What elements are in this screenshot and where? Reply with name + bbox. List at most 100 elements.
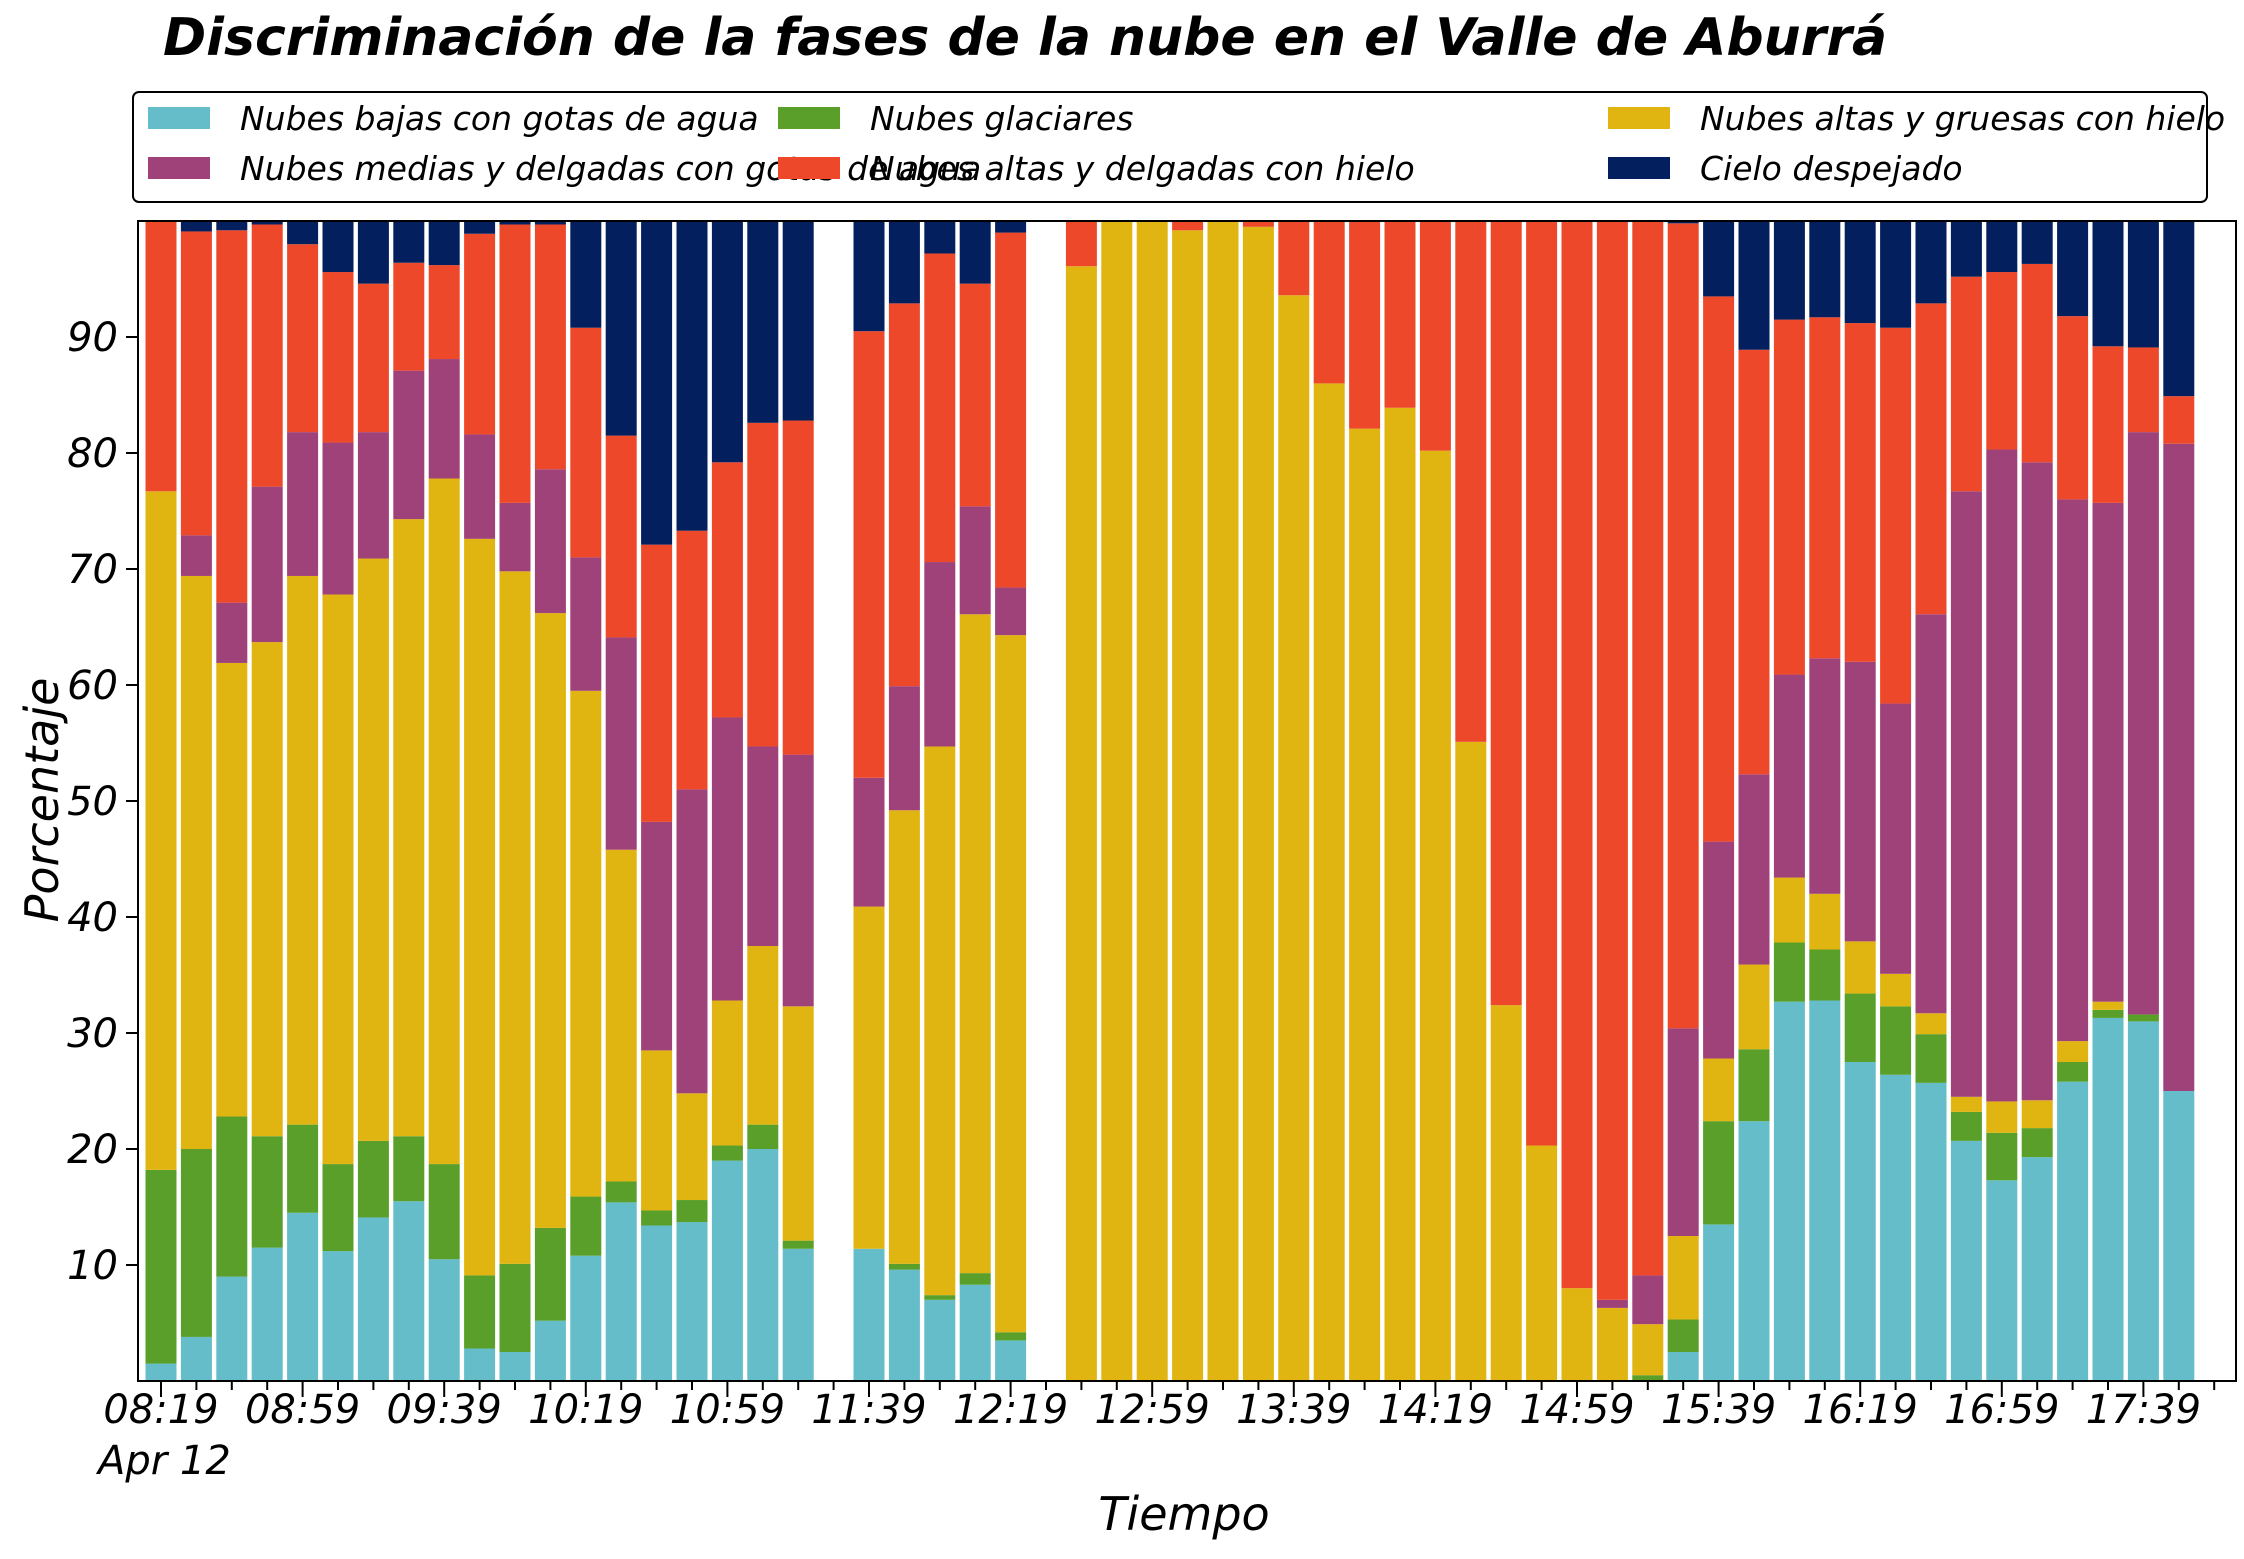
bar-1439-nubes-altas-y-delgadas-con-hielo (1490, 221, 1522, 1006)
bar-1039-nubes-glaciares (641, 1210, 673, 1226)
bar-0959-nubes-altas-y-gruesas-con-hielo (499, 571, 531, 1264)
y-tick-label-90: 90 (67, 315, 118, 361)
bar-1009-nubes-medias-y-delgadas-con-gotas-de-agua (534, 469, 566, 614)
bar-0929-cielo-despejado (393, 221, 425, 263)
bar-0909-nubes-glaciares (322, 1164, 354, 1252)
bar-1409-nubes-altas-y-gruesas-con-hielo (1384, 407, 1416, 1381)
x-tick-label-0859: 08:59 (245, 1387, 360, 1433)
bar-0839-nubes-bajas-con-gotas-de-agua (216, 1276, 248, 1381)
bar-0919-nubes-bajas-con-gotas-de-agua (357, 1217, 389, 1381)
bar-0849-nubes-altas-y-gruesas-con-hielo (251, 642, 283, 1137)
bar-1009-nubes-altas-y-gruesas-con-hielo (534, 613, 566, 1228)
y-tick-label-60: 60 (67, 663, 118, 709)
bar-1659-nubes-altas-y-gruesas-con-hielo (1986, 1101, 2018, 1133)
legend-box (132, 91, 2208, 203)
bar-1139-cielo-despejado (853, 221, 885, 332)
bar-0939-cielo-despejado (428, 221, 460, 266)
bar-1119-nubes-glaciares (782, 1240, 814, 1249)
bar-0929-nubes-altas-y-delgadas-con-hielo (393, 262, 425, 371)
x-tick-label-1619: 16:19 (1803, 1387, 1918, 1433)
bar-1159-nubes-bajas-con-gotas-de-agua (924, 1299, 956, 1381)
bar-1119-nubes-bajas-con-gotas-de-agua (782, 1248, 814, 1381)
bar-1419-nubes-altas-y-gruesas-con-hielo (1419, 450, 1451, 1381)
bar-1459-nubes-altas-y-gruesas-con-hielo (1561, 1288, 1593, 1381)
bar-1049-nubes-altas-y-gruesas-con-hielo (676, 1093, 708, 1201)
bar-1309-nubes-altas-y-delgadas-con-hielo (1172, 221, 1204, 231)
y-tick-label-80: 80 (67, 431, 118, 477)
bar-1509-nubes-altas-y-delgadas-con-hielo (1596, 221, 1628, 1300)
bar-1639-nubes-altas-y-gruesas-con-hielo (1915, 1013, 1947, 1035)
bar-1109-cielo-despejado (747, 221, 779, 423)
bar-1359-nubes-altas-y-delgadas-con-hielo (1349, 221, 1381, 429)
bar-1709-cielo-despejado (2021, 221, 2053, 264)
bar-1649-nubes-altas-y-delgadas-con-hielo (1950, 276, 1982, 492)
bar-1749-cielo-despejado (2163, 221, 2195, 397)
bar-1749-nubes-altas-y-delgadas-con-hielo (2163, 396, 2195, 444)
legend-swatch-nubes-medias-y-delgadas-con-gotas-de-agua (148, 157, 210, 179)
bar-0839-nubes-altas-y-gruesas-con-hielo (216, 662, 248, 1117)
bar-1009-nubes-bajas-con-gotas-de-agua (534, 1320, 566, 1381)
bar-1719-nubes-bajas-con-gotas-de-agua (2057, 1081, 2089, 1381)
bar-1429-nubes-altas-y-gruesas-con-hielo (1455, 741, 1487, 1381)
legend-label-nubes-altas-y-delgadas-con-hielo: Nubes altas y delgadas con hielo (870, 149, 1415, 188)
bar-1039-nubes-altas-y-gruesas-con-hielo (641, 1050, 673, 1211)
bar-1619-cielo-despejado (1844, 221, 1876, 324)
bar-1449-nubes-altas-y-delgadas-con-hielo (1526, 221, 1558, 1146)
bar-1149-nubes-bajas-con-gotas-de-agua (888, 1269, 920, 1381)
bar-1659-nubes-medias-y-delgadas-con-gotas-de-agua (1986, 449, 2018, 1102)
bar-1609-cielo-despejado (1809, 221, 1841, 318)
bar-1659-nubes-altas-y-delgadas-con-hielo (1986, 272, 2018, 450)
bar-0939-nubes-bajas-con-gotas-de-agua (428, 1259, 460, 1381)
bar-1649-nubes-medias-y-delgadas-con-gotas-de-agua (1950, 491, 1982, 1097)
bar-1729-nubes-altas-y-gruesas-con-hielo (2092, 1001, 2124, 1010)
bar-1149-nubes-medias-y-delgadas-con-gotas-de-agua (888, 686, 920, 811)
bar-1619-nubes-medias-y-delgadas-con-gotas-de-agua (1844, 661, 1876, 942)
bar-1209-nubes-glaciares (959, 1273, 991, 1285)
bar-0909-nubes-altas-y-gruesas-con-hielo (322, 594, 354, 1165)
bar-1049-nubes-glaciares (676, 1200, 708, 1223)
bar-1529-nubes-altas-y-gruesas-con-hielo (1667, 1236, 1699, 1320)
bar-1719-nubes-glaciares (2057, 1062, 2089, 1082)
bar-1219-nubes-glaciares (995, 1332, 1027, 1341)
bar-1529-nubes-altas-y-delgadas-con-hielo (1667, 223, 1699, 1029)
bar-1119-nubes-altas-y-delgadas-con-hielo (782, 420, 814, 755)
bar-1729-cielo-despejado (2092, 221, 2124, 347)
bar-1349-nubes-altas-y-delgadas-con-hielo (1313, 221, 1345, 384)
bar-1609-nubes-bajas-con-gotas-de-agua (1809, 1000, 1841, 1381)
bar-1539-nubes-glaciares (1703, 1121, 1735, 1225)
bar-1219-nubes-altas-y-gruesas-con-hielo (995, 635, 1027, 1333)
bar-1629-nubes-medias-y-delgadas-con-gotas-de-agua (1880, 703, 1912, 974)
bar-1309-nubes-altas-y-gruesas-con-hielo (1172, 230, 1204, 1381)
bar-1029-nubes-altas-y-gruesas-con-hielo (605, 849, 637, 1182)
x-tick-label-1419: 14:19 (1378, 1387, 1493, 1433)
bar-1139-nubes-medias-y-delgadas-con-gotas-de-agua (853, 777, 885, 907)
bar-1409-nubes-altas-y-delgadas-con-hielo (1384, 221, 1416, 408)
bar-1619-nubes-glaciares (1844, 993, 1876, 1062)
y-axis: 10 20 30 40 50 60 70 80 90 (67, 315, 138, 1289)
bar-0949-nubes-altas-y-gruesas-con-hielo (464, 538, 496, 1276)
bar-0819-nubes-bajas-con-gotas-de-agua (145, 1363, 177, 1381)
bar-0829-nubes-bajas-con-gotas-de-agua (180, 1336, 212, 1381)
bar-1019-nubes-altas-y-gruesas-con-hielo (570, 690, 602, 1197)
bar-0849-nubes-glaciares (251, 1136, 283, 1248)
legend-label-nubes-altas-y-gruesas-con-hielo: Nubes altas y gruesas con hielo (1700, 99, 2225, 138)
bar-1639-nubes-glaciares (1915, 1034, 1947, 1083)
bar-0959-nubes-altas-y-delgadas-con-hielo (499, 224, 531, 503)
bar-0909-nubes-altas-y-delgadas-con-hielo (322, 272, 354, 443)
bar-1519-nubes-altas-y-delgadas-con-hielo (1632, 221, 1664, 1276)
bar-1059-nubes-altas-y-gruesas-con-hielo (711, 1000, 743, 1146)
bar-1529-nubes-bajas-con-gotas-de-agua (1667, 1352, 1699, 1381)
bar-1239-nubes-altas-y-gruesas-con-hielo (1065, 266, 1097, 1381)
chart-title: Discriminación de la fases de la nube en… (163, 8, 1887, 68)
bar-1519-nubes-glaciares (1632, 1375, 1664, 1381)
bar-1019-nubes-bajas-con-gotas-de-agua (570, 1255, 602, 1381)
bar-1549-nubes-bajas-con-gotas-de-agua (1738, 1121, 1770, 1381)
bar-1529-nubes-medias-y-delgadas-con-gotas-de-agua (1667, 1028, 1699, 1236)
bar-0919-nubes-altas-y-gruesas-con-hielo (357, 558, 389, 1141)
bar-1029-cielo-despejado (605, 221, 637, 436)
bar-0829-nubes-altas-y-gruesas-con-hielo (180, 575, 212, 1149)
y-axis-label: Porcentaje (15, 678, 69, 923)
bar-0849-nubes-medias-y-delgadas-con-gotas-de-agua (251, 486, 283, 643)
bar-1609-nubes-medias-y-delgadas-con-gotas-de-agua (1809, 658, 1841, 894)
bar-1609-nubes-altas-y-gruesas-con-hielo (1809, 893, 1841, 950)
